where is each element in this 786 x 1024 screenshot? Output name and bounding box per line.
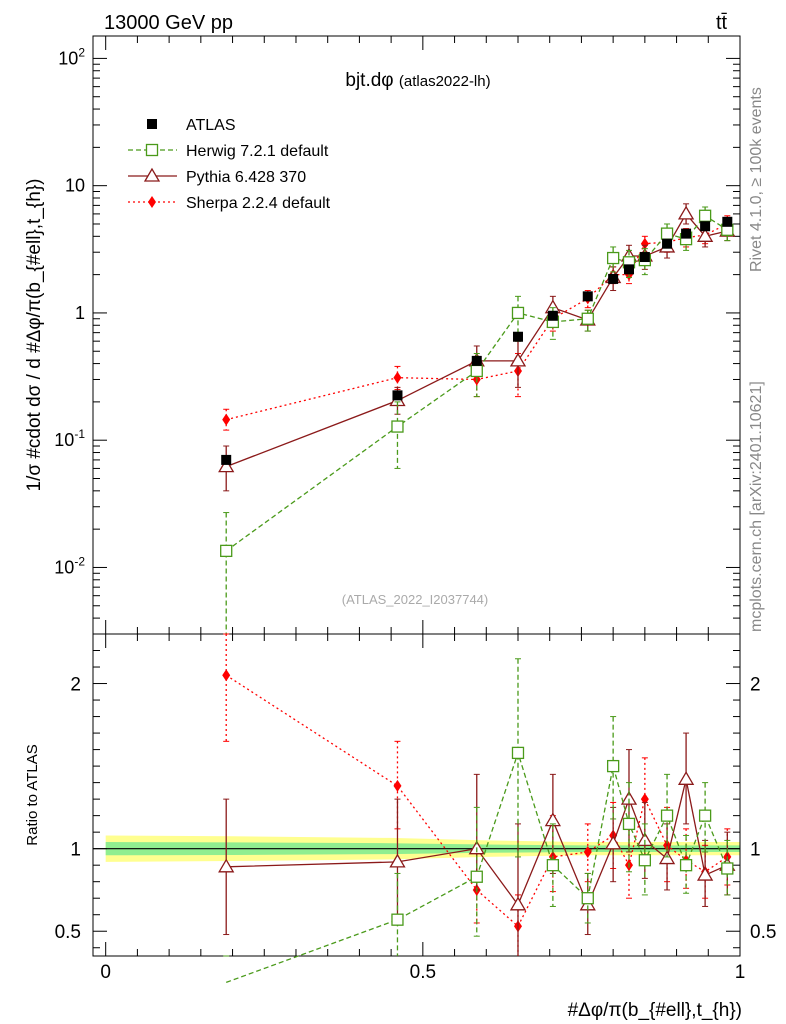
main-ticks: 10-2 10-1 1 10 102 <box>54 36 741 635</box>
pythia-point <box>677 771 695 785</box>
y-tick-label: 102 <box>58 45 85 68</box>
herwig-point <box>470 870 483 883</box>
sherpa-point <box>148 196 156 208</box>
herwig-point <box>581 312 594 325</box>
atlas-point <box>221 454 232 465</box>
herwig-series <box>220 206 734 634</box>
herwig-point <box>660 227 674 240</box>
herwig-point <box>721 862 734 875</box>
herwig-point <box>220 544 233 558</box>
atlas-point <box>547 310 558 321</box>
atlas-point <box>392 390 403 401</box>
herwig-point <box>660 809 674 822</box>
analysis-ref: (ATLAS_2022_I2037744) <box>342 592 488 607</box>
main-series <box>218 203 736 634</box>
legend-label: Herwig 7.2.1 default <box>186 143 329 160</box>
herwig-point <box>698 809 712 822</box>
ratio-y-tick-label: 2 <box>70 675 81 696</box>
atlas-point <box>681 228 692 239</box>
herwig-point <box>391 420 404 433</box>
herwig-point <box>606 759 620 773</box>
ratio-ticks: 0.5 0.51 12 20 0.5 1 <box>55 634 776 983</box>
pythia-point <box>218 858 235 873</box>
sherpa-point <box>583 845 592 858</box>
energy-label: 13000 GeV pp <box>104 12 233 34</box>
atlas-point <box>722 216 733 227</box>
pythia-point <box>605 835 622 850</box>
mcplots-label: mcplots.cern.ch [arXiv:2401.10621] <box>748 381 765 632</box>
pythia-point <box>696 228 714 242</box>
rivet-label: Rivet 4.1.0, ≥ 100k events <box>748 87 765 272</box>
atlas-point <box>608 273 619 284</box>
atlas-point <box>512 331 523 342</box>
herwig-point <box>698 209 712 222</box>
ratio-panel: 0.5 0.51 12 20 0.5 1 Ratio to ATLAS #Δφ/π(b_{… <box>24 633 776 1021</box>
pythia-point <box>696 866 714 881</box>
ratio-y-tick-label: 2 <box>750 675 761 696</box>
atlas-series <box>221 216 733 465</box>
pythia-point <box>658 850 676 865</box>
ratio-y-tick-label: 0.5 <box>55 922 81 943</box>
herwig-point <box>679 859 693 872</box>
ratio-y-tick-label: 1 <box>750 840 761 861</box>
pythia-line <box>225 212 728 468</box>
pythia-point <box>620 790 638 805</box>
legend-label: Pythia 6.428 370 <box>186 169 306 186</box>
legend: ATLAS Herwig 7.2.1 default Pythia 6.428 37… <box>128 117 331 212</box>
y-tick-label: 1 <box>75 303 85 323</box>
herwig-point <box>606 251 620 265</box>
x-axis-label: #Δφ/π(b_{#ell},t_{h}) <box>568 1000 742 1021</box>
herwig-point <box>511 306 525 320</box>
y-tick-label: 10 <box>65 176 85 196</box>
chart-title: bjt.dφ (atlas2022-lh) <box>345 70 490 91</box>
x-tick-label: 0.5 <box>410 962 436 983</box>
main-panel: 10-2 10-1 1 10 102 bjt.dφ (atlas2022-lh) (AT… <box>24 35 741 635</box>
atlas-point <box>471 355 482 366</box>
atlas-point <box>700 221 711 232</box>
ratio-series <box>218 633 736 984</box>
sherpa-point <box>222 413 231 426</box>
pythia-point <box>143 167 161 182</box>
ratio-y-tick-label: 0.5 <box>750 922 776 943</box>
herwig-series <box>223 658 734 984</box>
pythia-point <box>389 853 406 868</box>
pythia-series <box>218 203 736 492</box>
herwig-point <box>638 854 652 867</box>
legend-label: Sherpa 2.2.4 default <box>186 195 331 212</box>
pythia-point <box>677 205 695 220</box>
herwig-point <box>546 859 560 872</box>
ratio-ylabel: Ratio to ATLAS <box>24 744 41 845</box>
main-ylabel: 1/σ #cdot dσ / d #Δφ/π(b_{#ell},t_{h}) <box>24 179 45 492</box>
sherpa-point <box>393 779 402 792</box>
herwig-point <box>581 892 594 905</box>
herwig-point <box>391 913 404 926</box>
sherpa-point <box>640 237 649 250</box>
sherpa-point <box>222 669 231 682</box>
herwig-point <box>145 143 159 157</box>
atlas-point <box>147 119 157 129</box>
pythia-point <box>509 896 527 911</box>
herwig-point <box>622 817 636 831</box>
pythia-point <box>509 352 527 367</box>
legend-label: ATLAS <box>186 117 236 134</box>
ratio-bands <box>93 835 740 862</box>
atlas-point <box>582 291 593 302</box>
y-tick-label: 10-1 <box>54 427 85 450</box>
atlas-point <box>662 238 673 249</box>
atlas-point <box>623 264 634 275</box>
herwig-point <box>511 746 525 760</box>
y-tick-label: 10-2 <box>54 554 85 577</box>
process-label: tt̄ <box>716 12 728 34</box>
x-tick-label: 0 <box>100 962 111 983</box>
ratio-y-tick-label: 1 <box>70 840 81 861</box>
herwig-point <box>470 364 483 378</box>
x-tick-label: 1 <box>735 962 746 983</box>
ratio-frame <box>92 633 741 957</box>
atlas-point <box>639 252 650 263</box>
pythia-point <box>636 832 653 847</box>
sherpa-point <box>393 371 402 384</box>
pythia-point <box>218 458 235 473</box>
